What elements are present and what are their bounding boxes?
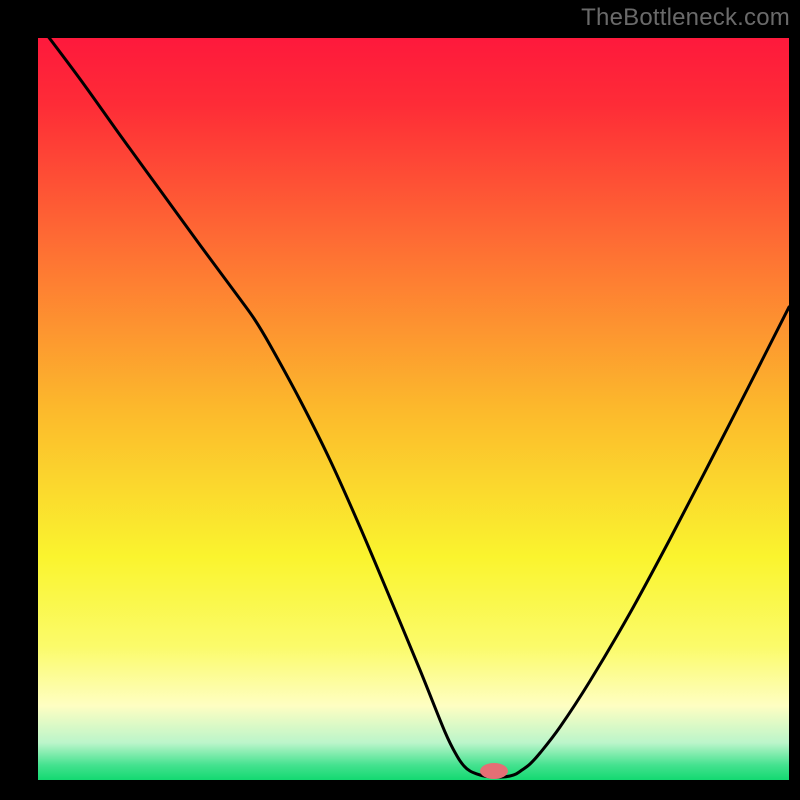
plot-background (38, 38, 789, 780)
watermark-text: TheBottleneck.com (581, 4, 790, 32)
bottleneck-chart (0, 0, 800, 800)
optimum-marker (480, 763, 508, 779)
chart-frame: TheBottleneck.com (0, 0, 800, 800)
